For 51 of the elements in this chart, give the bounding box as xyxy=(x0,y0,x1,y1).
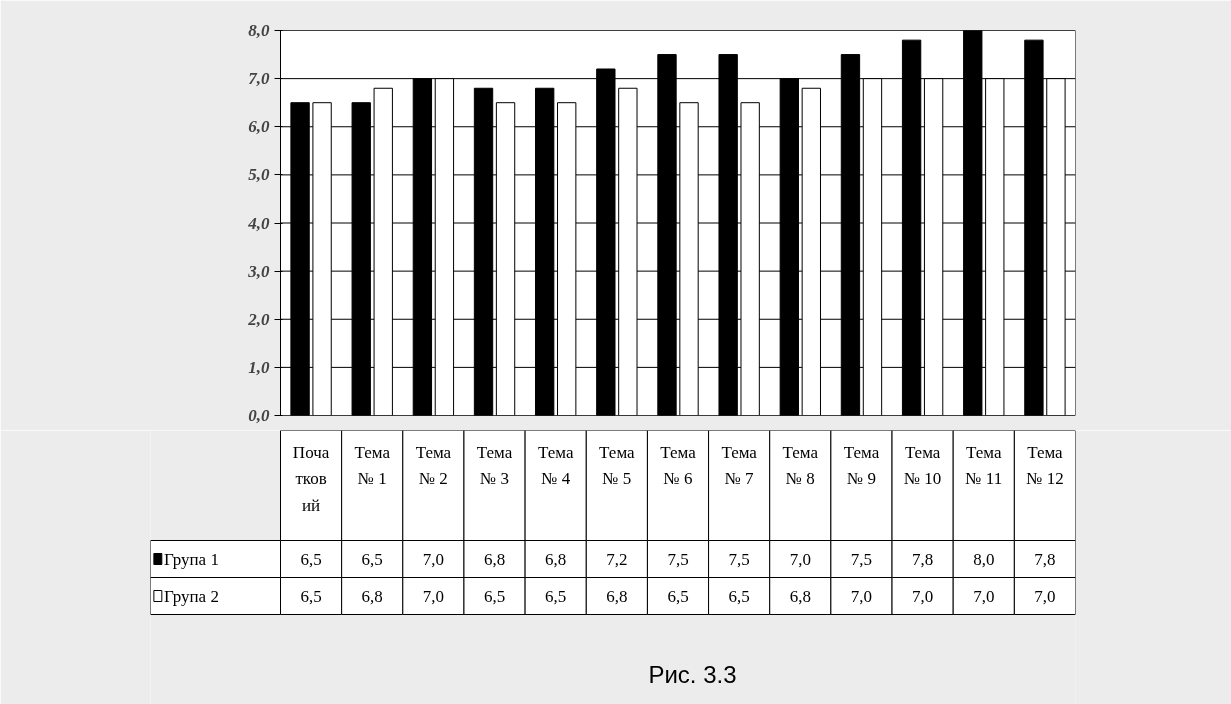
data-label: 7,0 xyxy=(422,549,445,569)
x-tick-label: Тема № 6 xyxy=(660,442,697,489)
data-label: 7,5 xyxy=(667,549,689,569)
x-tick-label: Тема № 2 xyxy=(415,442,452,489)
x-tick-label: Тема № 1 xyxy=(354,442,391,489)
data-label: 7,5 xyxy=(850,549,873,569)
data-label: 6,5 xyxy=(300,549,322,569)
x-tick-label: Тема № 4 xyxy=(537,442,574,489)
data-label: 6,5 xyxy=(483,586,506,606)
text: Рис. 3.3 xyxy=(648,661,737,688)
data-label: 7,0 xyxy=(789,549,811,569)
x-tick-label: Тема № 3 xyxy=(476,442,513,489)
data-label: 6,5 xyxy=(545,586,567,606)
data-label: 7,8 xyxy=(1034,549,1056,569)
data-label: 6,8 xyxy=(789,586,811,606)
y-tick-label: 4,0 xyxy=(247,213,270,233)
x-tick-label: Тема № 11 xyxy=(965,442,1003,489)
data-label: 6,5 xyxy=(667,586,689,606)
y-tick-label: 8,0 xyxy=(248,21,270,40)
y-tick-label: 3,0 xyxy=(247,261,270,281)
y-tick-label: 6,0 xyxy=(248,117,270,137)
x-tick-label: Тема № 5 xyxy=(599,442,636,489)
y-tick-label: 2,0 xyxy=(247,309,270,329)
y-tick-label: 5,0 xyxy=(248,165,270,185)
data-label: 6,8 xyxy=(483,549,506,569)
data-label: 7,5 xyxy=(728,549,750,569)
data-label: 6,5 xyxy=(728,586,750,606)
y-tick-label: 1,0 xyxy=(248,357,270,377)
data-label: 8,0 xyxy=(973,549,995,569)
x-tick-label: Тема № 7 xyxy=(721,442,758,489)
x-tick-label: Тема № 10 xyxy=(903,442,942,489)
data-label: 6,5 xyxy=(361,549,383,569)
data-label: 6,8 xyxy=(606,586,628,606)
y-tick-label: 0,0 xyxy=(248,406,270,425)
x-tick-label: Тема № 12 xyxy=(1026,442,1064,489)
legend-label: Група 1 xyxy=(163,549,219,569)
data-label: 7,0 xyxy=(850,586,873,606)
data-label: 7,8 xyxy=(911,549,934,569)
data-label: 7,2 xyxy=(606,549,628,569)
data-label: 7,0 xyxy=(1034,586,1056,606)
legend-label: Група 2 xyxy=(163,586,219,606)
x-tick-label: Початковий xyxy=(292,442,330,515)
data-label: 6,8 xyxy=(361,586,383,606)
data-label: 7,0 xyxy=(422,586,445,606)
y-tick-label: 7,0 xyxy=(248,69,270,89)
data-label: 6,5 xyxy=(300,586,322,606)
data-label: 6,8 xyxy=(545,549,567,569)
data-label: 7,0 xyxy=(973,586,995,606)
x-tick-label: Тема № 8 xyxy=(782,442,819,489)
data-label: 7,0 xyxy=(911,586,934,606)
x-tick-label: Тема № 9 xyxy=(843,442,880,489)
